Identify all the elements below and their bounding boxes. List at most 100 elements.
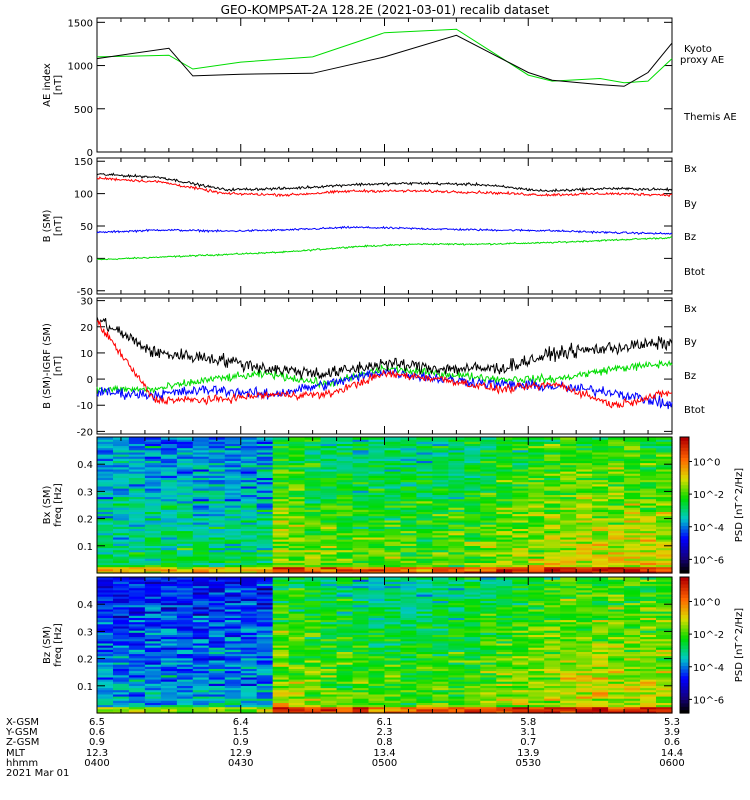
bz-spectrogram-cell — [176, 619, 194, 623]
bx-spectrogram-cell — [240, 492, 258, 495]
bz-spectrogram-cell — [336, 649, 354, 652]
bz-spectrogram-cell — [240, 708, 258, 712]
bz-spectrogram-cell — [320, 685, 338, 689]
bx-spectrogram-cell — [224, 560, 242, 563]
bx-spectrogram-cell — [640, 477, 657, 481]
bz-spectrogram-cell — [528, 625, 545, 629]
bx-spectrogram-cell — [336, 454, 354, 457]
bx-spectrogram-colorbar-frame — [679, 436, 690, 574]
bx-spectrogram-cell — [320, 445, 338, 449]
bx-spectrogram-cell — [624, 441, 641, 444]
bx-spectrogram-cell — [304, 464, 322, 468]
bz-spectrogram-cell — [97, 581, 114, 584]
bx-spectrogram-cell — [256, 492, 274, 495]
bz-spectrogram-cell — [113, 625, 130, 629]
bz-spectrogram-cell — [608, 666, 625, 669]
bx-spectrogram-cell — [97, 466, 114, 470]
bx-spectrogram-cell — [176, 490, 194, 493]
bz-spectrogram-cell — [640, 591, 657, 595]
bx-spectrogram-cell — [480, 451, 497, 455]
bz-spectrogram-cell — [192, 591, 210, 595]
bz-spectrogram-cell — [144, 591, 162, 595]
bz-spectrogram-cell — [176, 594, 194, 597]
bx-spectrogram-cell — [304, 451, 322, 455]
bz-spectrogram-cell — [608, 706, 625, 710]
bx-spectrogram-cell — [384, 543, 402, 546]
bx-spectrogram-cell — [640, 524, 657, 527]
bx-spectrogram-cell — [640, 547, 657, 551]
bz-spectrogram-cell — [512, 653, 529, 657]
bx-spectrogram-cell — [144, 498, 162, 502]
bz-spectrogram-cell — [224, 591, 242, 595]
bx-spectrogram-cell — [304, 528, 322, 532]
bx-spectrogram-cell — [272, 483, 290, 487]
bz-spectrogram-cell — [384, 611, 402, 614]
bx-spectrogram-cell — [416, 479, 433, 483]
bx-spectrogram-cell — [480, 513, 497, 517]
bx-spectrogram-cell — [480, 515, 497, 519]
bz-spectrogram-cell — [496, 632, 513, 635]
bx-spectrogram-cell — [113, 558, 130, 561]
bz-spectrogram-cell — [352, 628, 370, 631]
bz-spectrogram-cell — [368, 611, 386, 614]
bz-spectrogram-cell — [97, 676, 114, 680]
bz-spectrogram-cell — [464, 647, 481, 650]
bz-spectrogram-cell — [97, 630, 114, 633]
bx-spectrogram-cell — [464, 505, 481, 508]
bx-spectrogram-cell — [336, 541, 354, 544]
bz-spectrogram-cell — [97, 681, 114, 684]
bx-spectrogram-cell — [624, 547, 641, 551]
bigrf-panel-by-line — [96, 359, 673, 395]
bz-spectrogram-cell — [464, 615, 481, 618]
bz-spectrogram-cell — [240, 630, 258, 633]
bx-spectrogram-cell — [224, 549, 242, 553]
bx-spectrogram-cell — [624, 479, 641, 483]
bx-spectrogram-cell — [608, 549, 625, 553]
bigrf-panel-legend-btot: Btot — [684, 405, 705, 416]
bx-spectrogram-cell — [97, 496, 114, 500]
bz-spectrogram-cell — [640, 700, 657, 703]
bx-spectrogram-cell — [480, 481, 497, 485]
bx-spectrogram-cell — [384, 460, 402, 464]
bx-spectrogram-cell — [288, 566, 306, 570]
bz-spectrogram-cell — [608, 606, 625, 610]
bx-spectrogram-cell — [448, 479, 465, 483]
bx-spectrogram-cell — [272, 441, 290, 444]
bx-spectrogram-cell — [224, 439, 242, 442]
bx-spectrogram-cell — [608, 522, 625, 525]
bz-spectrogram-cell — [448, 619, 465, 623]
bz-spectrogram-cell — [97, 640, 114, 644]
bx-spectrogram-cell — [208, 462, 226, 466]
bx-spectrogram-cell — [176, 517, 194, 521]
bx-spectrogram-cell — [480, 483, 497, 487]
bz-spectrogram-cell — [560, 693, 577, 697]
bx-spectrogram-cell — [640, 464, 657, 468]
bz-spectrogram-cell — [640, 668, 657, 672]
bx-spectrogram-cell — [656, 536, 673, 540]
bx-spectrogram-cell — [352, 566, 370, 570]
bx-spectrogram-cell — [176, 460, 194, 464]
bz-spectrogram-cell — [336, 608, 354, 612]
bx-spectrogram-cell — [544, 443, 561, 447]
bz-spectrogram-cell — [448, 600, 465, 604]
bx-spectrogram-cell — [208, 492, 226, 495]
bz-spectrogram-cell — [304, 591, 322, 595]
bz-spectrogram-cell — [240, 600, 258, 604]
bx-spectrogram-cell — [512, 551, 529, 555]
bz-spectrogram-cell — [352, 657, 370, 661]
bx-spectrogram-cell — [432, 477, 449, 481]
bz-spectrogram-cell — [320, 693, 338, 697]
bx-spectrogram-cell — [640, 492, 657, 495]
bx-spectrogram-cell — [224, 566, 242, 570]
bx-spectrogram-cell — [576, 556, 593, 559]
bz-spectrogram-cell — [528, 674, 545, 678]
bz-spectrogram-cell — [656, 662, 673, 665]
bx-spectrogram-cell — [464, 481, 481, 485]
bz-spectrogram-cell — [240, 579, 258, 582]
bz-spectrogram-cell — [224, 668, 242, 672]
bx-spectrogram-cell — [336, 528, 354, 532]
bx-spectrogram-cell — [113, 481, 130, 485]
bx-spectrogram-cell — [384, 494, 402, 498]
bz-spectrogram-cell — [624, 596, 641, 599]
bz-spectrogram-cell — [272, 706, 290, 710]
